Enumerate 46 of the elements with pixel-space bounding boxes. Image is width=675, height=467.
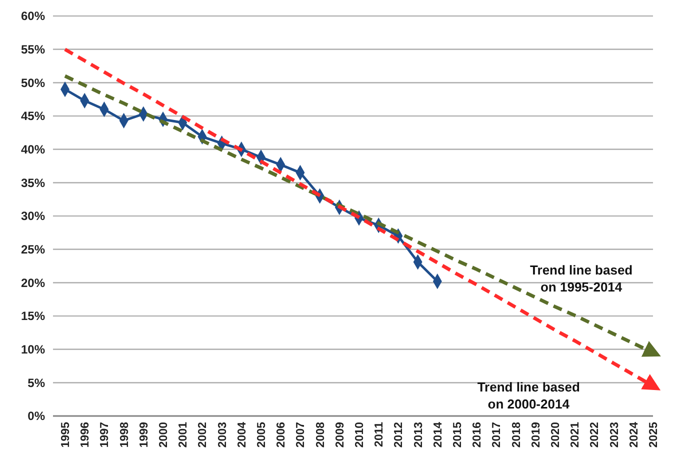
x-tick-label: 2001 bbox=[178, 421, 190, 448]
x-tick-label: 2000 bbox=[158, 422, 170, 448]
x-tick-label: 2014 bbox=[432, 421, 444, 448]
x-tick-label: 2007 bbox=[295, 422, 308, 448]
x-tick-label: 1996 bbox=[80, 422, 92, 448]
x-tick-label: 1995 bbox=[60, 421, 72, 448]
x-tick-label: 2020 bbox=[550, 422, 562, 448]
x-tick-label: 1998 bbox=[118, 421, 131, 448]
x-tick-label: 2017 bbox=[491, 422, 504, 448]
y-tick-label: 15% bbox=[20, 309, 46, 324]
y-tick-label: 20% bbox=[20, 276, 46, 290]
y-tick-label: 50% bbox=[20, 76, 46, 90]
y-tick-label: 55% bbox=[20, 42, 46, 57]
x-tick-label: 2022 bbox=[589, 422, 602, 448]
x-tick-label: 2010 bbox=[354, 422, 366, 448]
x-tick-label: 1997 bbox=[99, 422, 112, 448]
x-tick-label: 2015 bbox=[452, 421, 464, 448]
annotation: Trend line based on 1995-2014 bbox=[530, 262, 633, 294]
y-tick-label: 45% bbox=[20, 109, 46, 124]
x-tick-label: 2008 bbox=[314, 421, 327, 448]
x-tick-label: 2005 bbox=[256, 421, 268, 448]
x-tick-label: 2025 bbox=[648, 421, 660, 448]
y-tick-label: 5% bbox=[28, 376, 46, 390]
y-tick-label: 0% bbox=[28, 409, 46, 424]
y-tick-label: 60% bbox=[20, 9, 46, 24]
x-tick-label: 2019 bbox=[530, 422, 542, 448]
y-tick-label: 10% bbox=[20, 342, 46, 357]
x-tick-label: 2013 bbox=[412, 422, 425, 448]
x-tick-label: 2024 bbox=[628, 421, 640, 448]
annotation: Trend line based on 2000-2014 bbox=[477, 380, 580, 412]
x-tick-label: 2011 bbox=[374, 421, 386, 447]
x-tick-label: 2009 bbox=[334, 422, 346, 448]
y-tick-label: 40% bbox=[20, 142, 46, 157]
x-tick-label: 2018 bbox=[510, 421, 523, 448]
y-tick-label: 25% bbox=[20, 242, 46, 257]
x-tick-label: 2006 bbox=[276, 422, 288, 448]
x-tick-label: 2002 bbox=[197, 422, 210, 448]
x-tick-label: 2021 bbox=[570, 421, 582, 448]
x-tick-label: 1999 bbox=[138, 422, 150, 448]
y-tick-label: 30% bbox=[20, 209, 46, 224]
x-tick-label: 2003 bbox=[216, 422, 229, 448]
x-tick-label: 2023 bbox=[608, 422, 621, 448]
x-tick-label: 2016 bbox=[472, 422, 484, 448]
x-tick-label: 2012 bbox=[393, 422, 406, 448]
y-tick-label: 35% bbox=[20, 176, 46, 190]
x-tick-label: 2004 bbox=[236, 421, 248, 448]
